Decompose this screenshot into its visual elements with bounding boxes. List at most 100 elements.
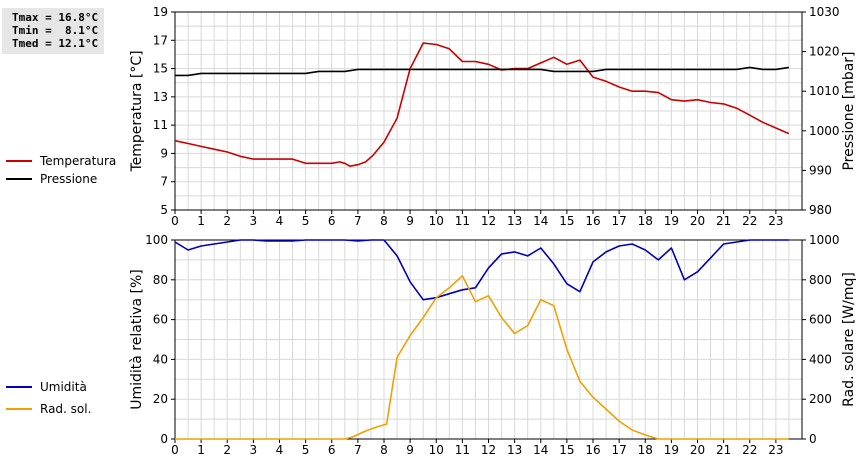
y-left-tick-label: 100 (145, 233, 168, 247)
legend-item-temperatura: Temperatura (6, 153, 116, 169)
legend-line-rad-sol (6, 408, 32, 410)
x-tick-label: 5 (302, 443, 310, 457)
y-left-tick-label: 19 (153, 5, 168, 19)
x-tick-label: 11 (455, 443, 470, 457)
y-right-tick-label: 1000 (809, 233, 840, 247)
y-right-tick-label: 1030 (809, 5, 840, 19)
x-tick-label: 12 (481, 443, 496, 457)
x-tick-label: 15 (559, 214, 574, 228)
x-tick-label: 22 (742, 443, 757, 457)
x-tick-label: 13 (507, 214, 522, 228)
y-left-tick-label: 60 (153, 313, 168, 327)
tmed-text: Tmed = 12.1°C (12, 37, 99, 50)
x-tick-label: 1 (197, 214, 205, 228)
y-left-tick-label: 5 (160, 203, 168, 217)
y-left-tick-label: 9 (160, 146, 168, 160)
y-left-tick-label: 20 (153, 392, 168, 406)
x-tick-label: 21 (716, 443, 731, 457)
x-tick-label: 1 (197, 443, 205, 457)
legend-line-temperatura (6, 160, 32, 162)
y-left-axis-title: Temperatura [°C] (129, 50, 145, 172)
x-tick-label: 22 (742, 214, 757, 228)
y-right-tick-label: 990 (809, 163, 832, 177)
y-right-tick-label: 1000 (809, 124, 840, 138)
legend-line-pressione (6, 178, 32, 180)
series-line-pressione (175, 66, 790, 77)
y-right-tick-label: 0 (809, 432, 817, 446)
y-left-tick-label: 11 (153, 118, 168, 132)
y-right-tick-label: 1010 (809, 84, 840, 98)
x-tick-label: 21 (716, 214, 731, 228)
x-tick-label: 4 (276, 214, 284, 228)
tmax-text: Tmax = 16.8°C (12, 11, 99, 24)
x-tick-label: 17 (611, 214, 626, 228)
legend-label-temperatura: Temperatura (40, 154, 117, 168)
x-tick-label: 2 (223, 443, 231, 457)
x-tick-label: 7 (354, 443, 362, 457)
x-tick-label: 19 (664, 214, 679, 228)
x-tick-label: 11 (455, 214, 470, 228)
y-right-axis-title: Pressione [mbar] (841, 51, 857, 170)
y-right-tick-label: 400 (809, 352, 832, 366)
legend-item-pressione: Pressione (6, 171, 97, 187)
x-tick-label: 20 (690, 214, 705, 228)
y-left-tick-label: 0 (160, 432, 168, 446)
legend-item-rad-sol: Rad. sol. (6, 401, 91, 417)
x-tick-label: 14 (533, 443, 548, 457)
series-line-rad-sol (175, 274, 789, 440)
y-left-tick-label: 13 (153, 90, 168, 104)
x-tick-label: 18 (638, 214, 653, 228)
x-tick-label: 16 (585, 214, 600, 228)
legend-label-rad-sol: Rad. sol. (40, 402, 92, 416)
x-tick-label: 23 (768, 443, 783, 457)
x-tick-label: 6 (328, 214, 336, 228)
y-left-tick-label: 17 (153, 33, 168, 47)
y-left-axis-title: Umidità relativa [%] (129, 269, 145, 410)
series-line-temperatura (174, 42, 790, 167)
y-right-axis-title: Rad. solare [W/mq] (841, 272, 857, 407)
x-tick-label: 17 (611, 443, 626, 457)
legend-label-umidita: Umidità (40, 380, 87, 394)
x-tick-label: 10 (429, 214, 444, 228)
legend-line-umidita (6, 386, 32, 388)
x-tick-label: 23 (768, 214, 783, 228)
x-tick-label: 14 (533, 214, 548, 228)
series-line-umidit (174, 239, 789, 301)
y-left-tick-label: 7 (160, 175, 168, 189)
x-tick-label: 2 (223, 214, 231, 228)
y-left-tick-label: 40 (153, 352, 168, 366)
y-left-tick-label: 15 (153, 62, 168, 76)
x-tick-label: 3 (250, 214, 258, 228)
x-tick-label: 5 (302, 214, 310, 228)
x-tick-label: 8 (380, 214, 388, 228)
legend-label-pressione: Pressione (40, 172, 98, 186)
y-right-tick-label: 200 (809, 392, 832, 406)
x-tick-label: 12 (481, 214, 496, 228)
y-right-tick-label: 800 (809, 273, 832, 287)
legend-item-umidita: Umidità (6, 379, 87, 395)
y-right-tick-label: 600 (809, 313, 832, 327)
stats-box: Tmax = 16.8°C Tmin = 8.1°C Tmed = 12.1°C (2, 8, 104, 54)
x-tick-label: 8 (380, 443, 388, 457)
x-tick-label: 9 (406, 443, 414, 457)
chart-humidity-radiation: 0 1 2 3 4 5 6 7 8 9 10 11 12 13 14 15 16 17 18 19 20 21 22 2302… (129, 233, 857, 457)
y-left-tick-label: 80 (153, 273, 168, 287)
x-tick-label: 0 (171, 214, 179, 228)
x-tick-label: 7 (354, 214, 362, 228)
x-tick-label: 13 (507, 443, 522, 457)
x-tick-label: 3 (250, 443, 258, 457)
x-tick-label: 4 (276, 443, 284, 457)
x-tick-label: 6 (328, 443, 336, 457)
x-tick-label: 9 (406, 214, 414, 228)
x-tick-label: 19 (664, 443, 679, 457)
tmin-text: Tmin = 8.1°C (12, 24, 99, 37)
x-tick-label: 10 (429, 443, 444, 457)
chart-temperature-pressure: 0 1 2 3 4 5 6 7 8 9 10 11 12 13 14 15 16 17 18 19 20 21 22 2357… (129, 5, 857, 228)
y-right-tick-label: 980 (809, 203, 832, 217)
x-tick-label: 0 (171, 443, 179, 457)
x-tick-label: 15 (559, 443, 574, 457)
y-right-tick-label: 1020 (809, 45, 840, 59)
x-tick-label: 18 (638, 443, 653, 457)
x-tick-label: 16 (585, 443, 600, 457)
